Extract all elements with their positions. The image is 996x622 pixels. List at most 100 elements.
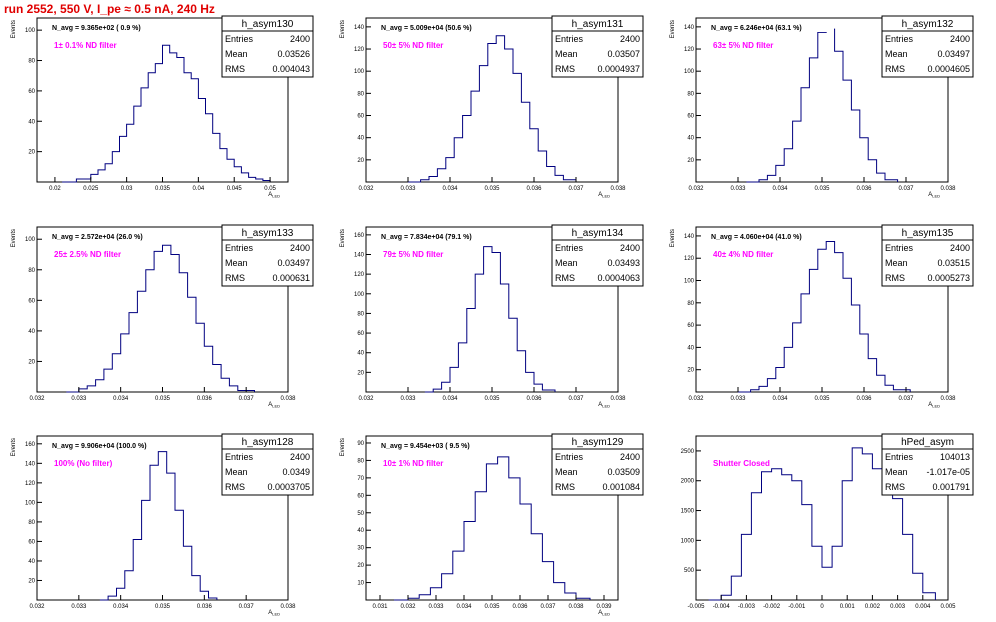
x-tick-label: 0.03 [121,186,133,192]
x-tick-label: 0.001 [840,604,856,610]
stats-entries-label: Entries [885,34,914,44]
x-axis-title: ALED [928,192,940,199]
stats-mean-label: Mean [555,49,578,59]
x-tick-label: 0.035 [155,604,171,610]
x-tick-label: 0.032 [29,604,45,610]
x-tick-label: 0.037 [540,604,556,610]
x-tick-label: 0.032 [29,396,45,402]
stats-mean-label: Mean [885,258,908,268]
x-tick-label: 0.039 [596,604,612,610]
y-tick-label: 90 [357,441,364,447]
x-tick-label: 0.034 [772,186,788,192]
x-axis-title: ALED [268,610,280,617]
x-tick-label: 0.037 [898,186,914,192]
y-tick-label: 2000 [681,479,695,485]
stats-rms-value: 0.0004937 [597,64,640,74]
y-tick-label: 100 [684,279,695,285]
stats-rms-value: 0.004043 [272,64,310,74]
stats-mean-value: 0.03497 [937,49,970,59]
x-tick-label: 0.045 [227,186,243,192]
x-tick-label: 0.036 [526,186,542,192]
y-tick-label: 20 [687,368,694,374]
stats-mean-label: Mean [555,467,578,477]
x-tick-label: -0.005 [687,604,705,610]
y-tick-label: 140 [684,234,695,240]
histogram-line [62,44,271,183]
y-tick-label: 140 [684,25,695,31]
histogram-line [66,244,255,393]
x-tick-label: 0.035 [155,186,171,192]
stats-entries-value: 2400 [950,34,970,44]
stats-rms-value: 0.001791 [932,482,970,492]
histogram-panel-h_asym130: 0.02 0.025 0.03 0.035 0.04 0.045 0.05 20 40 60 80 1… [11,15,314,199]
y-tick-label: 120 [354,47,365,53]
histogram-line [99,451,218,601]
y-tick-label: 80 [687,91,694,97]
x-axis-title: ALED [268,192,280,199]
stats-entries-value: 2400 [290,243,310,253]
x-tick-label: 0.035 [484,604,500,610]
stats-title: h_asym134 [572,228,624,239]
navg-bg [378,232,504,241]
navg-bg [49,23,175,32]
stats-rms-value: 0.0004063 [597,273,640,283]
y-axis-title: Events [11,229,17,247]
x-tick-label: 0.038 [280,604,296,610]
histogram-panel-h_asym129: 0.031 0.032 0.033 0.034 0.035 0.036 0.037 0.038… [340,433,644,617]
y-tick-label: 40 [357,351,364,357]
y-tick-label: 80 [357,458,364,464]
filter-label: 25± 2.5% ND filter [54,250,121,259]
y-tick-label: 40 [357,528,364,534]
stats-title: h_asym132 [902,19,954,30]
y-axis-title: Events [340,229,346,247]
y-tick-label: 60 [357,493,364,499]
x-axis-title: ALED [268,402,280,409]
y-axis-title: Events [670,20,676,38]
y-tick-label: 60 [687,323,694,329]
filter-label: 63± 5% ND filter [713,41,773,50]
x-tick-label: 0.005 [940,604,956,610]
x-tick-label: 0.032 [358,186,374,192]
x-tick-label: 0.037 [239,396,255,402]
navg-bg [49,232,175,241]
stats-rms-label: RMS [555,273,575,283]
y-tick-label: 120 [25,481,36,487]
x-tick-label: 0.035 [484,396,500,402]
stats-entries-label: Entries [225,243,254,253]
x-axis-title: ALED [598,402,610,409]
y-tick-label: 20 [357,370,364,376]
y-tick-label: 160 [25,442,36,448]
stats-mean-label: Mean [225,49,248,59]
y-tick-label: 60 [28,89,35,95]
x-tick-label: 0.02 [49,186,61,192]
x-tick-label: 0.032 [358,396,374,402]
stats-entries-value: 2400 [620,243,640,253]
x-tick-label: 0.036 [512,604,528,610]
navg-bg [378,441,504,450]
y-tick-label: 20 [357,158,364,164]
y-tick-label: 40 [28,119,35,125]
x-tick-label: 0.04 [193,186,205,192]
stats-entries-label: Entries [555,452,584,462]
filter-label: 79± 5% ND filter [383,250,443,259]
navg-label: N_avg = 9.906e+04 (100.0 %) [52,443,147,450]
stats-box [221,224,314,287]
y-tick-label: 1500 [681,509,695,515]
navg-label: N_avg = 7.834e+04 (79.1 %) [381,234,472,241]
x-tick-label: 0.035 [484,186,500,192]
x-tick-label: 0.036 [856,186,872,192]
stats-box [881,224,974,287]
y-tick-label: 60 [28,539,35,545]
x-tick-label: 0.038 [610,396,626,402]
x-tick-label: 0.003 [890,604,906,610]
stats-title: h_asym130 [242,19,294,30]
navg-label: N_avg = 9.365e+02 ( 0.9 %) [52,25,141,32]
x-tick-label: 0.036 [526,396,542,402]
y-tick-label: 20 [28,578,35,584]
navg-label: N_avg = 6.246e+04 (63.1 %) [711,25,802,32]
y-tick-label: 80 [28,268,35,274]
stats-mean-label: Mean [885,467,908,477]
y-tick-label: 80 [357,91,364,97]
stats-title: h_asym129 [572,437,624,448]
